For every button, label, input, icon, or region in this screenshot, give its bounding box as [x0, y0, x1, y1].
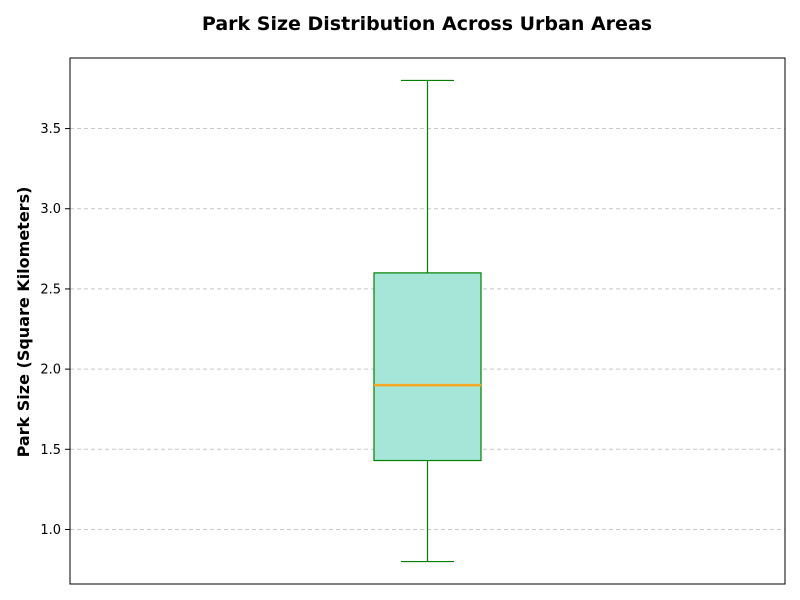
y-axis-label: Park Size (Square Kilometers)	[14, 187, 33, 458]
y-tick-label: 3.0	[40, 202, 61, 217]
box-layer	[373, 79, 482, 563]
y-tick-label: 3.5	[40, 122, 61, 137]
y-tick-label: 2.0	[40, 363, 61, 378]
y-tick-label: 2.5	[40, 282, 61, 297]
interquartile-box	[373, 272, 482, 462]
plot-area-frame	[69, 57, 786, 585]
chart-title: Park Size Distribution Across Urban Area…	[202, 13, 652, 35]
y-tick-label: 1.0	[40, 523, 61, 538]
y-tick-label: 1.5	[40, 443, 61, 458]
y-tick-layer: 1.0 1.5 2.0 2.5 3.0 3.5	[40, 122, 70, 538]
